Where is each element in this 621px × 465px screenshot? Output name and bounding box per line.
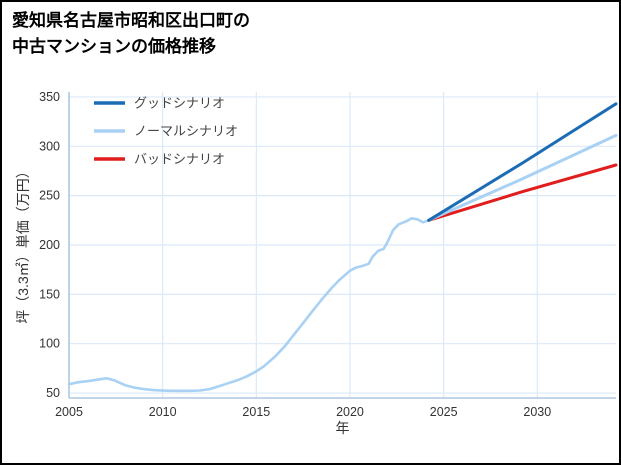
legend-label-bad: バッドシナリオ xyxy=(134,152,225,167)
chart-title-line-2: 中古マンションの価格推移 xyxy=(12,36,216,56)
x-tick-label: 2005 xyxy=(55,405,83,419)
y-axis-label: 坪（3.3㎡）単価（万円） xyxy=(15,164,31,324)
x-tick-label: 2020 xyxy=(336,405,364,419)
x-tick-label: 2015 xyxy=(242,405,270,419)
legend-label-good: グッドシナリオ xyxy=(134,96,225,111)
grid-lines xyxy=(68,92,616,398)
series-bad-line xyxy=(427,163,618,222)
legend-item-normal: ノーマルシナリオ xyxy=(94,124,238,139)
x-axis-label: 年 xyxy=(335,420,350,436)
chart-title: 愛知県名古屋市昭和区出口町の 中古マンションの価格推移 xyxy=(12,8,250,59)
legend-label-normal: ノーマルシナリオ xyxy=(134,124,238,139)
x-tick-label: 2030 xyxy=(523,405,551,419)
x-tick-label: 2025 xyxy=(430,405,458,419)
y-tick-label: 350 xyxy=(39,90,60,104)
y-tick-label: 200 xyxy=(39,238,60,252)
chart-title-line-1: 愛知県名古屋市昭和区出口町の xyxy=(12,11,250,30)
series-good-line xyxy=(427,102,618,222)
legend-item-bad: バッドシナリオ xyxy=(94,152,225,167)
y-tick-label: 250 xyxy=(39,189,60,203)
y-tick-label: 50 xyxy=(46,386,60,400)
y-tick-label: 150 xyxy=(39,287,60,301)
y-tick-label: 300 xyxy=(39,139,60,153)
legend-item-good: グッドシナリオ xyxy=(94,96,225,111)
series-normal-line xyxy=(427,133,618,222)
y-tick-label: 100 xyxy=(39,337,60,351)
tick-labels: 2005 2010 2015 2020 2025 2030 50 100 150 200 250 30… xyxy=(39,90,551,419)
x-tick-label: 2010 xyxy=(149,405,177,419)
series-history-line xyxy=(67,217,430,393)
